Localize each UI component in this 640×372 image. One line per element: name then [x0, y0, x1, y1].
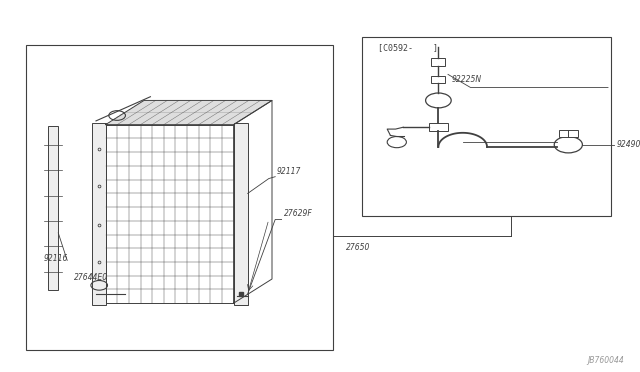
Bar	[48, 126, 58, 290]
Bar	[362, 37, 611, 216]
Bar	[431, 58, 445, 66]
Bar	[26, 45, 333, 350]
Text: JB760044: JB760044	[588, 356, 624, 365]
Text: 27644E0: 27644E0	[74, 273, 108, 282]
Text: 92117: 92117	[276, 167, 301, 176]
Text: 27650: 27650	[346, 243, 370, 252]
Bar	[559, 130, 578, 137]
Text: 92116: 92116	[44, 254, 68, 263]
Text: [C0592-    ]: [C0592- ]	[378, 43, 438, 52]
Bar	[431, 76, 445, 83]
Bar	[429, 123, 448, 131]
Bar	[92, 123, 106, 305]
Bar	[234, 123, 248, 305]
Text: 92225N: 92225N	[451, 76, 481, 84]
Text: 92490: 92490	[616, 140, 640, 149]
Text: 27629F: 27629F	[284, 209, 312, 218]
